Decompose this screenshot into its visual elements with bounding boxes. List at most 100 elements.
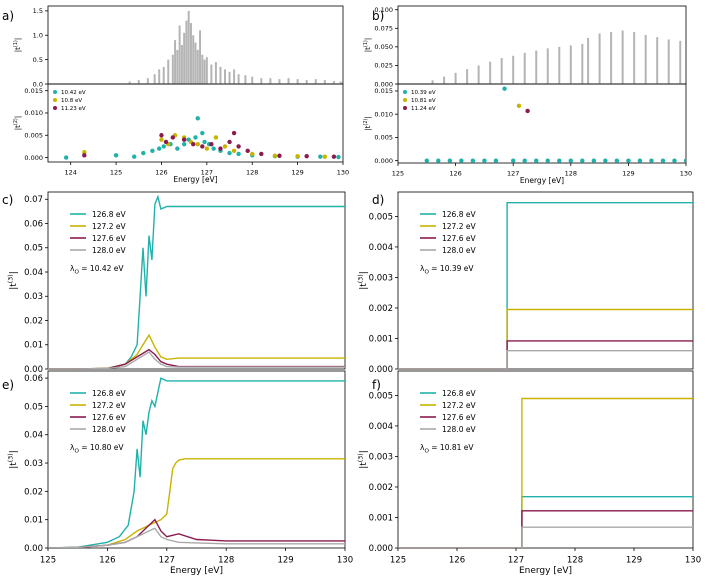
bar [189,23,192,84]
bar [569,45,572,84]
scatter-point [295,154,300,159]
legend-label: 128.0 eV [92,425,126,434]
panel-label: a) [2,9,14,23]
y-tick-label: 0.06 [24,374,43,384]
bar [332,81,335,84]
scatter-point [159,137,164,142]
scatter-point [336,154,341,160]
legend-marker [53,106,57,110]
series-line [48,377,345,548]
series-line [398,202,693,369]
bar [598,33,601,84]
series-line [398,510,693,548]
y-axis-label: |t(2)| [363,116,372,130]
scatter-point [82,149,87,155]
y-tick-label: 0.05 [24,402,43,412]
scatter-point [63,155,69,160]
scatter-point [683,158,686,163]
bar [205,57,208,84]
y-tick-label: 0.004 [369,422,393,432]
x-tick-label: 127 [201,169,213,177]
annotation-lambda: λO = 10.42 eV [70,264,124,275]
x-tick-label: 129 [626,556,642,566]
y-tick-label: 0.06 [24,219,43,229]
y-tick-label: 0.00 [24,365,43,375]
scatter-point [204,146,210,151]
y-axis-label: |t(3)| [7,271,19,290]
bar [183,32,186,84]
bar [454,72,457,84]
panel-label: d) [372,193,384,207]
legend-marker [403,98,407,102]
y-axis-label: |t(3)| [357,450,369,469]
y-axis-label: |t(2)| [13,116,22,130]
y-tick-label: 1.5 [33,7,43,15]
scatter-point [132,154,137,159]
legend-marker [403,106,407,110]
bar [558,46,561,84]
legend-label: 127.6 eV [92,234,126,243]
bar [535,50,538,84]
bar [162,66,165,84]
bar [679,40,682,84]
scatter-point [522,158,527,163]
scatter-point [660,158,666,163]
scatter-point [603,158,608,163]
bar [237,74,240,84]
bar [323,80,326,84]
series-group-c [48,194,345,369]
legend-label: 11.24 eV [411,106,436,112]
scatter-point [159,133,164,138]
y-axis-label: |t(1)| [363,38,372,52]
scatter-point [113,153,119,158]
scatter-point [516,103,522,109]
scatter-point [277,153,282,158]
plot-frame-b-bottom [397,83,687,164]
x-axis-label: Energy [eV] [170,566,223,576]
x-tick-label: 126 [99,556,115,566]
scatter-point [482,158,487,163]
bar [178,25,181,84]
bar [339,81,342,84]
bar [443,76,446,84]
y-tick-label: 0.04 [24,431,43,441]
y-tick-label: 0.02 [24,487,43,497]
series-group-f [398,397,693,548]
legend-label: 126.8 eV [92,210,126,219]
legend-label: 127.2 eV [442,222,476,231]
bar [137,80,140,84]
legend-label: 127.6 eV [92,413,126,422]
y-tick-label: 0.000 [374,157,393,165]
x-axis-label: Energy [eV] [519,566,572,576]
y-tick-label: 0.050 [374,43,393,51]
bar [251,76,254,84]
series-line [398,496,693,548]
y-tick-label: 0.000 [369,365,393,375]
x-tick-label: 127 [159,556,175,566]
y-tick-label: 0.005 [374,134,393,142]
scatter-point [227,150,232,156]
scatter-point [150,148,155,154]
y-tick-label: 0.075 [374,25,393,33]
scatter-point [163,139,169,145]
bar [489,61,492,84]
series-group-b-bottom [424,86,686,163]
scatter-point [222,144,228,149]
bar [219,66,222,84]
series-line [398,308,693,369]
legend-label: 126.8 eV [442,389,476,398]
scatter-point [191,141,196,147]
y-tick-label: 1.0 [33,32,43,40]
series-group-e [48,377,345,548]
bar [146,78,149,84]
bar [201,54,204,84]
scatter-point [195,116,200,121]
series-line [48,333,345,369]
scatter-point [322,154,328,159]
bar [244,75,247,84]
y-tick-label: 0.04 [24,268,43,278]
x-tick-label: 126 [449,556,465,566]
y-tick-label: 0.000 [369,544,393,554]
y-tick-label: 0.000 [24,154,43,162]
scatter-point [231,130,237,136]
